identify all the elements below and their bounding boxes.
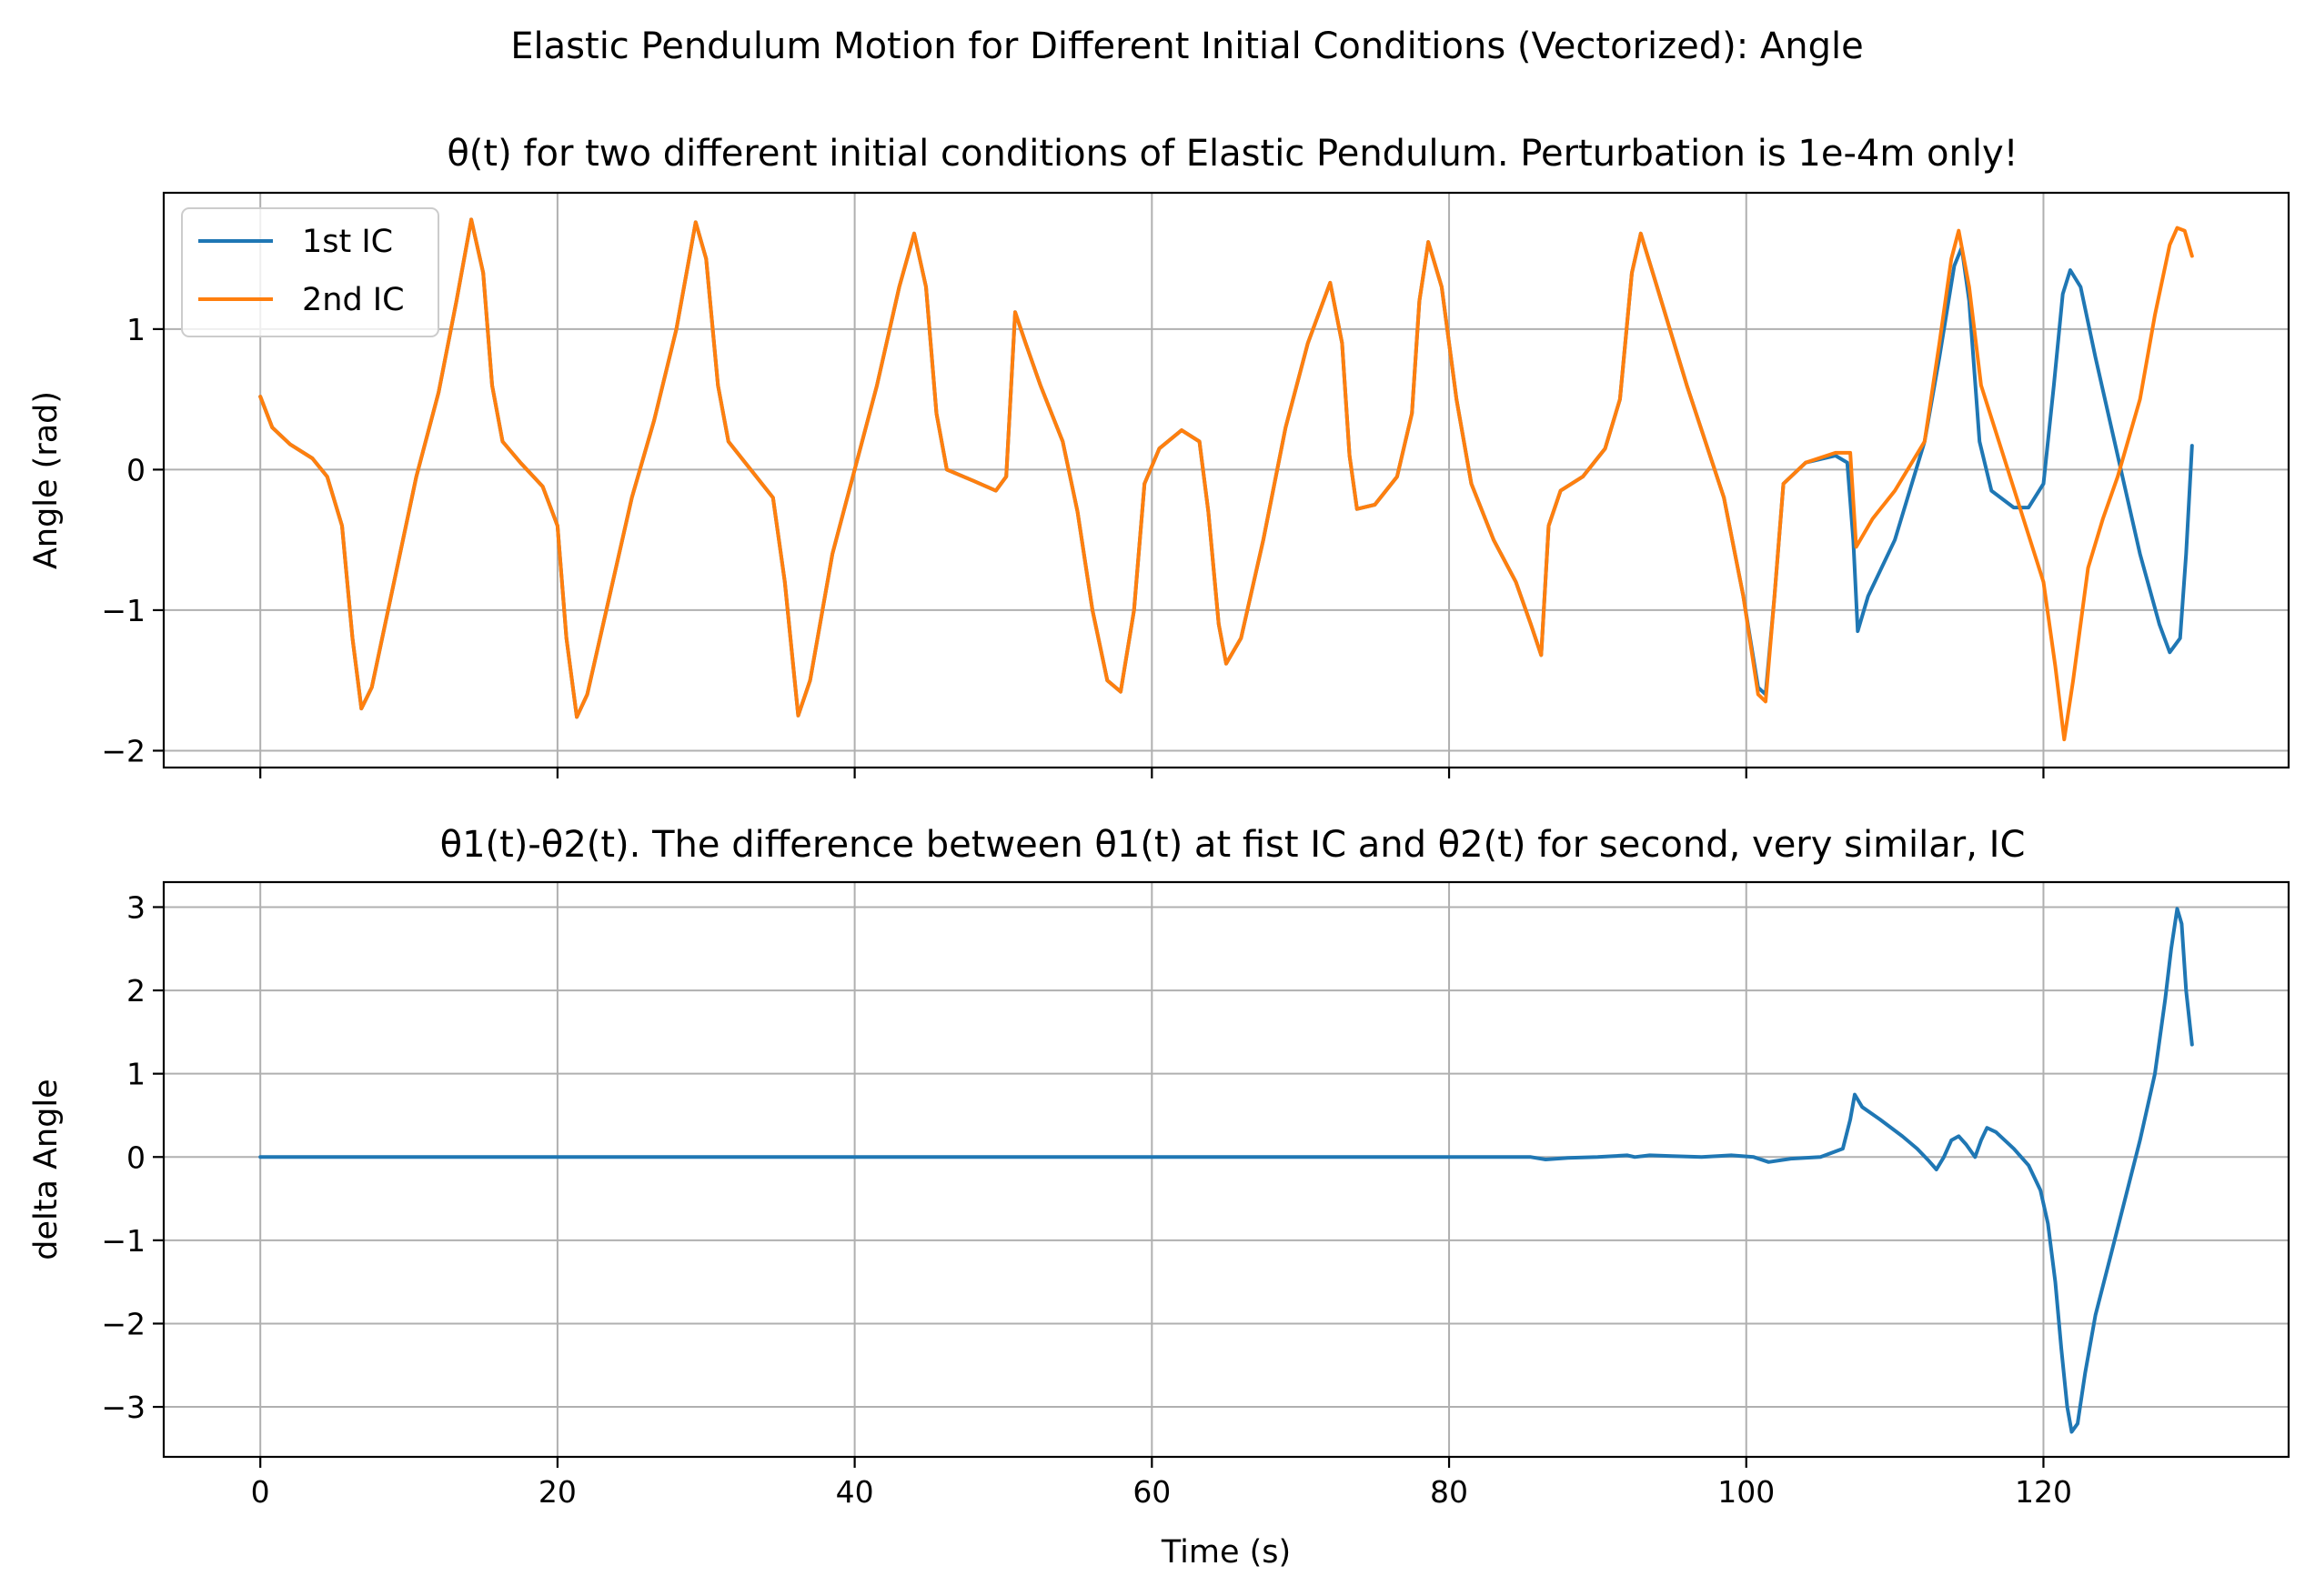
delta-axes-series [258, 907, 2194, 1434]
delta-axes-title: θ1(t)-θ2(t). The difference between θ1(t… [440, 824, 2026, 866]
legend-label-1st-ic: 1st IC [302, 224, 393, 260]
delta-axes-ticks: 0 20 40 60 80 100 120 −3 −2 −1 0 1 2 3 [101, 889, 2072, 1510]
delta-xtick-label: 80 [1430, 1474, 1468, 1510]
angle-axes-title: θ(t) for two different initial condition… [447, 133, 2018, 175]
angle-legend: 1st IC 2nd IC [181, 207, 439, 337]
angle-ytick-label: −2 [101, 733, 146, 768]
delta-ytick-label: 2 [126, 973, 146, 1009]
angle-ytick-label: 1 [126, 312, 146, 347]
delta-ytick-label: −2 [101, 1306, 146, 1341]
delta-axes: θ1(t)-θ2(t). The difference between θ1(t… [28, 824, 2290, 1571]
delta-axes-ylabel: delta Angle [28, 1079, 65, 1260]
angle-axes-frame [162, 191, 2290, 769]
delta-xtick-label: 100 [1717, 1474, 1775, 1510]
angle-series-2nd-ic [258, 217, 2194, 742]
delta-ytick-label: 0 [126, 1139, 146, 1175]
angle-axes: θ(t) for two different initial condition… [28, 133, 2290, 778]
legend-label-2nd-ic: 2nd IC [302, 282, 405, 318]
angle-axes-ylabel: Angle (rad) [28, 391, 65, 569]
delta-axes-frame [162, 880, 2290, 1459]
angle-axes-series [258, 217, 2194, 742]
angle-ytick-label: −1 [101, 593, 146, 628]
angle-ytick-label: 0 [126, 452, 146, 487]
delta-xtick-label: 20 [539, 1474, 577, 1510]
delta-ytick-label: −1 [101, 1223, 146, 1259]
delta-xtick-label: 0 [251, 1474, 270, 1510]
delta-xtick-label: 40 [836, 1474, 874, 1510]
delta-axes-xlabel: Time (s) [1161, 1534, 1291, 1571]
angle-axes-ticks: −2 −1 0 1 [101, 312, 2045, 778]
figure-suptitle: Elastic Pendulum Motion for Different In… [510, 25, 1863, 67]
delta-series-delta [258, 907, 2194, 1434]
delta-ytick-label: 1 [126, 1057, 146, 1092]
delta-xtick-label: 60 [1132, 1474, 1171, 1510]
delta-xtick-label: 120 [2015, 1474, 2072, 1510]
delta-ytick-label: −3 [101, 1390, 146, 1425]
delta-ytick-label: 3 [126, 889, 146, 925]
